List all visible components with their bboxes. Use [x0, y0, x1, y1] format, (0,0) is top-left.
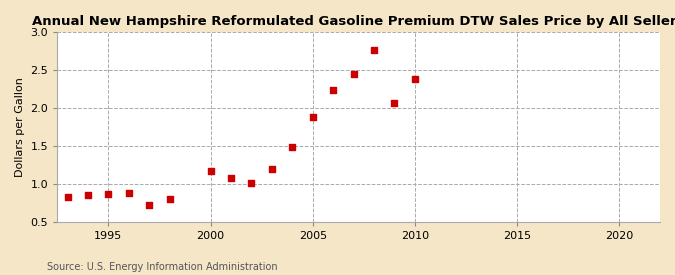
Title: Annual New Hampshire Reformulated Gasoline Premium DTW Sales Price by All Seller: Annual New Hampshire Reformulated Gasoli… [32, 15, 675, 28]
Point [103, 191, 114, 196]
Point [62, 194, 73, 199]
Y-axis label: Dollars per Gallon: Dollars per Gallon [15, 77, 25, 177]
Point [124, 191, 134, 195]
Point [389, 100, 400, 105]
Point [82, 193, 93, 197]
Point [369, 48, 379, 52]
Point [348, 72, 359, 77]
Point [225, 175, 236, 180]
Point [287, 145, 298, 150]
Text: Source: U.S. Energy Information Administration: Source: U.S. Energy Information Administ… [47, 262, 278, 272]
Point [307, 115, 318, 119]
Point [246, 181, 256, 185]
Point [205, 169, 216, 173]
Point [267, 166, 277, 171]
Point [164, 197, 175, 201]
Point [328, 87, 339, 92]
Point [410, 77, 421, 81]
Point [144, 203, 155, 207]
